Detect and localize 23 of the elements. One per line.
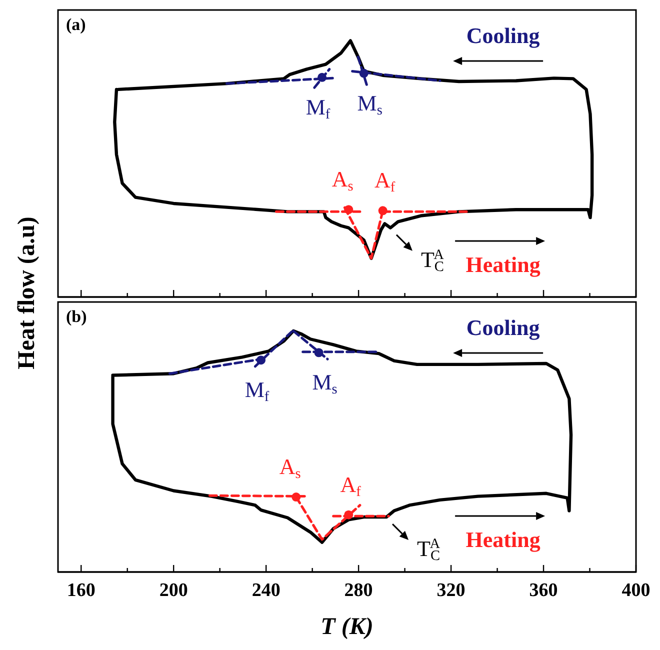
annotation: Heating xyxy=(466,252,540,277)
annotation: M$_{s}$ xyxy=(357,90,383,118)
annotation: A$_{f}$ xyxy=(340,472,362,500)
x-tick-label: 280 xyxy=(344,580,373,601)
annotation: Cooling xyxy=(466,23,540,48)
annotation: Heating xyxy=(466,527,540,552)
x-tick-label: 400 xyxy=(622,580,650,601)
annotation: M$_{f}$ xyxy=(244,377,270,406)
x-tick-label: 360 xyxy=(529,580,558,601)
x-tick-label: 160 xyxy=(66,580,96,601)
annotation: A$_{f}$ xyxy=(374,168,396,196)
annotation: A$_{s}$ xyxy=(332,166,354,195)
annotation: M$_{f}$ xyxy=(306,94,330,123)
x-tick-label: 240 xyxy=(252,580,280,601)
annotation: A$_{s}$ xyxy=(279,454,302,482)
x-tick-label: 200 xyxy=(159,580,188,601)
x-axis-title: T (K) xyxy=(320,614,374,640)
x-tick-label: 320 xyxy=(436,580,466,601)
annotation: Cooling xyxy=(466,315,540,340)
chart-title: (a) xyxy=(66,15,86,34)
annotation: M$_{s}$ xyxy=(312,370,338,398)
chart-title: (b) xyxy=(66,307,87,326)
y-axis-title: Heat flow (a.u) xyxy=(14,216,40,370)
